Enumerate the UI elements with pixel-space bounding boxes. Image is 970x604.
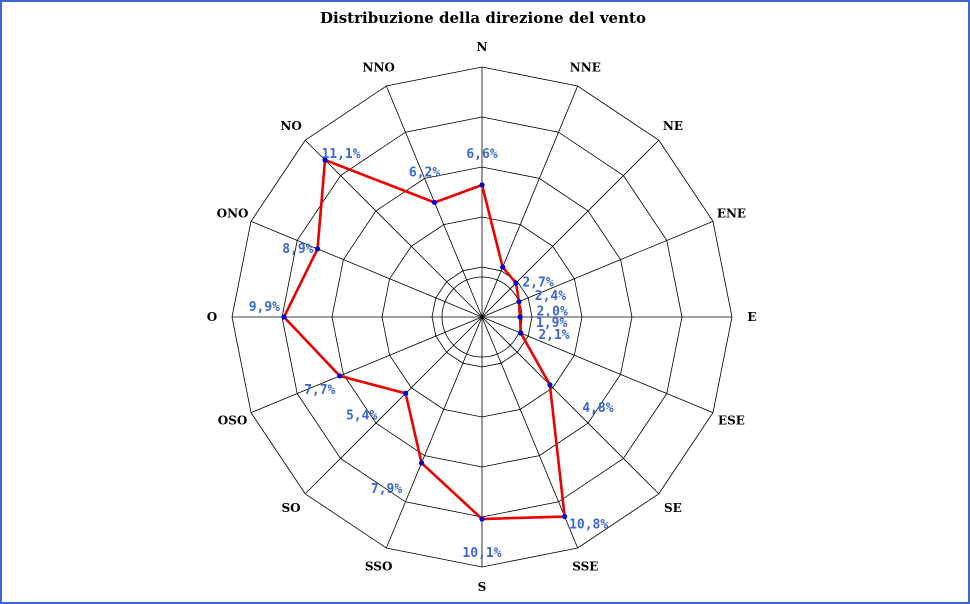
data-point-e <box>517 314 523 320</box>
value-label-n: 6,6% <box>466 147 497 162</box>
direction-label-so: SO <box>282 501 301 515</box>
chart-grid <box>231 66 733 568</box>
grid-spoke-nne <box>481 85 579 318</box>
label-group: N NNE NE ENE E ESE SE SSE S SSO SO OSO O ONO NO NNO 6,6%… <box>207 40 757 594</box>
data-point-ese <box>518 330 524 336</box>
direction-label-sso: SSO <box>365 559 393 573</box>
value-label-o: 9,9% <box>249 300 280 315</box>
direction-label-sse: SSE <box>572 559 598 573</box>
data-point-ene <box>516 299 522 305</box>
direction-label-ene: ENE <box>717 207 746 221</box>
direction-label-ese: ESE <box>718 413 745 427</box>
direction-label-ono: ONO <box>217 207 249 221</box>
value-label-ono: 8,9% <box>282 242 313 257</box>
grid-spoke-ne <box>481 139 660 318</box>
data-point-n <box>479 182 485 188</box>
value-label-oso: 7,7% <box>304 383 335 398</box>
direction-label-oso: OSO <box>218 413 248 427</box>
grid-spoke-oso <box>250 316 483 414</box>
value-label-so: 5,4% <box>346 408 377 423</box>
direction-label-nne: NNE <box>570 61 601 75</box>
data-point-ne <box>513 280 519 286</box>
direction-label-s: S <box>478 580 487 594</box>
data-point-s <box>479 516 485 522</box>
data-point-ono <box>314 246 321 252</box>
value-label-nno: 6,2% <box>409 165 440 180</box>
grid-spoke-ese <box>481 316 714 414</box>
direction-label-o: O <box>207 310 217 324</box>
series-group <box>281 157 568 522</box>
data-point-se <box>547 382 553 388</box>
data-point-no <box>322 157 328 163</box>
data-point-oso <box>337 373 343 379</box>
value-label-ese: 2,1% <box>538 328 569 343</box>
data-point-sso <box>418 460 425 466</box>
data-point-sse <box>562 513 568 520</box>
grid-spoke-so <box>304 316 483 495</box>
direction-label-no: NO <box>280 119 301 133</box>
data-point-nne <box>500 264 506 270</box>
direction-label-nno: NNO <box>362 61 394 75</box>
direction-label-n: N <box>477 40 488 54</box>
value-label-nne: 2,7% <box>522 275 553 290</box>
value-label-s: 10,1% <box>462 546 501 561</box>
grid-spoke-sse <box>481 316 579 549</box>
value-label-e: 1,9% <box>536 316 567 331</box>
chart-title: Distribuzione della direzione del vento <box>320 9 646 27</box>
direction-label-ne: NE <box>663 119 683 133</box>
value-label-sso: 7,9% <box>371 482 402 497</box>
value-label-no: 11,1% <box>321 147 360 162</box>
data-point-nno <box>431 199 438 206</box>
grid-spoke-sso <box>385 316 483 549</box>
value-label-ene: 2,0% <box>536 305 567 320</box>
grid-spoke-ono <box>250 220 483 318</box>
data-point-o <box>281 314 287 320</box>
grid-spoke-se <box>481 316 660 495</box>
data-point-so <box>403 390 409 396</box>
series-line <box>282 158 567 521</box>
direction-label-e: E <box>747 310 756 324</box>
value-label-se: 4,8% <box>582 401 613 416</box>
value-label-ne: 2,4% <box>535 289 566 304</box>
value-label-sse: 10,8% <box>569 518 608 533</box>
direction-label-se: SE <box>664 501 682 515</box>
grid-spoke-no <box>304 139 483 318</box>
